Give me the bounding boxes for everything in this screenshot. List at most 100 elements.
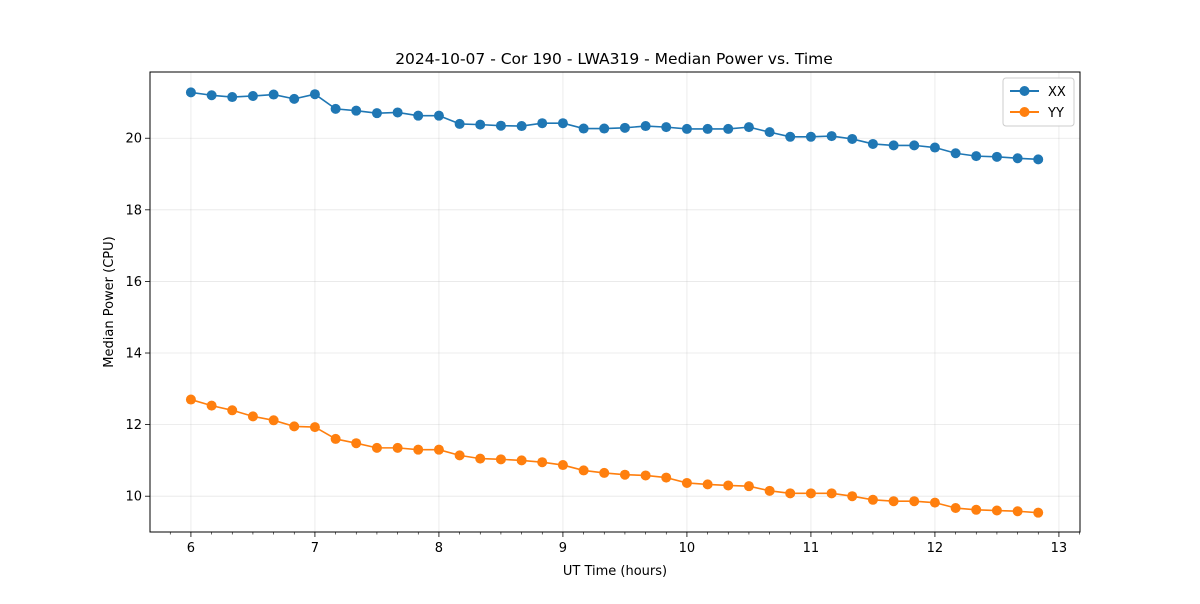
- data-point-yy: [557, 460, 568, 471]
- data-point-xx: [495, 120, 506, 131]
- data-point-xx: [206, 90, 217, 101]
- legend-label-yy: YY: [1047, 106, 1064, 121]
- data-point-yy: [785, 488, 796, 499]
- data-point-xx: [619, 122, 630, 133]
- data-point-xx: [661, 122, 672, 133]
- y-tick-label: 12: [125, 418, 142, 433]
- data-point-yy: [371, 442, 382, 453]
- y-axis-label: Median Power (CPU): [102, 236, 117, 367]
- data-point-xx: [950, 148, 961, 159]
- data-point-xx: [537, 118, 548, 129]
- data-point-xx: [227, 92, 238, 103]
- x-axis-label: UT Time (hours): [563, 564, 667, 579]
- data-point-xx: [971, 151, 982, 162]
- data-point-yy: [330, 433, 341, 444]
- y-tick-label: 14: [125, 347, 142, 362]
- data-point-xx: [1012, 153, 1023, 164]
- data-point-yy: [495, 454, 506, 465]
- data-point-xx: [454, 118, 465, 129]
- data-point-xx: [371, 108, 382, 119]
- legend-entry-xx: XX: [1010, 85, 1066, 100]
- data-point-yy: [206, 400, 217, 411]
- data-point-yy: [351, 438, 362, 449]
- data-point-xx: [268, 89, 279, 100]
- data-point-yy: [619, 469, 630, 480]
- data-point-xx: [702, 123, 713, 134]
- y-tick-label: 18: [125, 203, 142, 218]
- y-tick-label: 10: [125, 490, 142, 505]
- data-point-xx: [991, 151, 1002, 162]
- data-point-xx: [516, 121, 527, 132]
- data-point-xx: [888, 140, 899, 151]
- data-point-yy: [227, 405, 238, 416]
- data-point-xx: [785, 131, 796, 142]
- data-point-yy: [640, 470, 651, 481]
- data-point-yy: [847, 491, 858, 502]
- data-point-yy: [392, 442, 403, 453]
- data-point-xx: [185, 87, 196, 98]
- data-point-yy: [268, 415, 279, 426]
- data-point-yy: [826, 488, 837, 499]
- plot-frame: [149, 71, 1081, 533]
- data-point-xx: [847, 133, 858, 144]
- data-point-xx: [743, 122, 754, 133]
- data-point-yy: [1033, 507, 1044, 518]
- x-tick-label: 10: [679, 541, 696, 556]
- data-point-yy: [185, 394, 196, 405]
- data-point-xx: [867, 138, 878, 149]
- data-point-yy: [247, 411, 258, 422]
- data-point-yy: [888, 496, 899, 507]
- data-point-xx: [681, 123, 692, 134]
- data-point-yy: [867, 494, 878, 505]
- data-point-yy: [516, 455, 527, 466]
- legend: XX YY: [1002, 77, 1075, 127]
- legend-marker-yy: [1019, 107, 1030, 117]
- data-point-yy: [289, 421, 300, 432]
- x-tick-label: 9: [559, 541, 567, 556]
- data-point-yy: [537, 457, 548, 468]
- x-tick-label: 13: [1051, 541, 1068, 556]
- data-point-xx: [640, 121, 651, 132]
- data-point-xx: [330, 103, 341, 114]
- axes: 6 7 8 9 10 11 12 13 10 12 14 16 18 20: [125, 132, 1080, 556]
- data-point-yy: [805, 488, 816, 499]
- data-point-xx: [599, 123, 610, 134]
- data-point-yy: [475, 453, 486, 464]
- data-point-yy: [599, 467, 610, 478]
- data-point-xx: [764, 127, 775, 138]
- data-point-xx: [557, 118, 568, 129]
- series-group: [185, 87, 1044, 518]
- data-point-xx: [1033, 154, 1044, 165]
- data-point-yy: [723, 480, 734, 491]
- legend-marker-xx: [1019, 86, 1030, 96]
- x-tick-label: 7: [311, 541, 319, 556]
- data-point-xx: [578, 123, 589, 134]
- data-point-xx: [805, 131, 816, 142]
- data-point-xx: [475, 119, 486, 130]
- data-point-yy: [702, 479, 713, 490]
- data-point-yy: [309, 422, 320, 433]
- data-point-yy: [991, 505, 1002, 516]
- x-tick-label: 11: [803, 541, 820, 556]
- data-point-yy: [681, 477, 692, 488]
- data-point-xx: [826, 131, 837, 142]
- data-point-yy: [1012, 506, 1023, 517]
- data-point-xx: [247, 90, 258, 101]
- data-point-xx: [289, 93, 300, 104]
- data-point-yy: [929, 497, 940, 508]
- y-tick-label: 16: [125, 275, 142, 290]
- data-point-xx: [909, 140, 920, 151]
- data-point-yy: [661, 472, 672, 483]
- data-point-yy: [909, 496, 920, 507]
- x-tick-label: 8: [435, 541, 443, 556]
- chart-title: 2024-10-07 - Cor 190 - LWA319 - Median P…: [395, 50, 833, 68]
- data-point-yy: [433, 444, 444, 455]
- x-tick-label: 6: [187, 541, 195, 556]
- data-point-yy: [578, 465, 589, 476]
- grid-lines: [150, 72, 1080, 532]
- data-point-xx: [309, 89, 320, 100]
- data-point-yy: [764, 485, 775, 496]
